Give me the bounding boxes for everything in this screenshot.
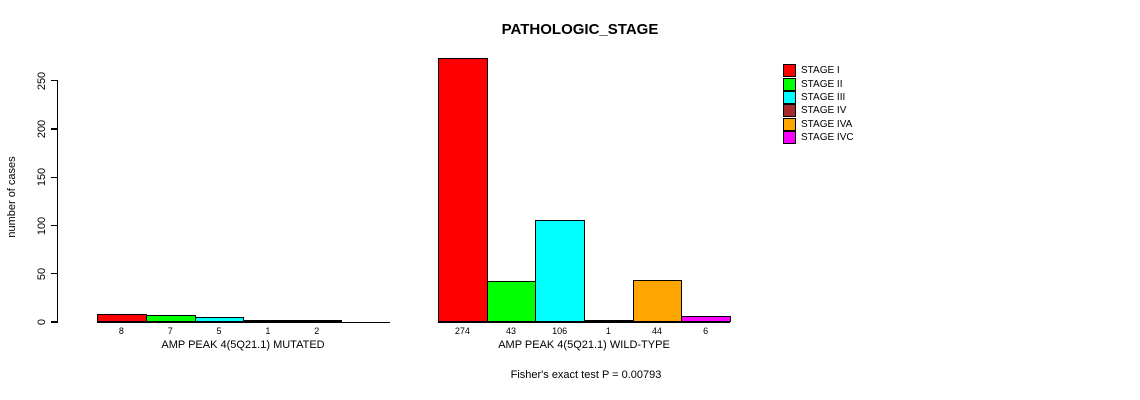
y-tick-mark <box>51 321 58 323</box>
legend-swatch <box>783 77 796 91</box>
bar-value-label: 2 <box>314 326 320 336</box>
y-tick-label: 50 <box>36 267 48 280</box>
y-tick-mark <box>51 128 58 130</box>
legend: STAGE I STAGE II STAGE III STAGE IV STAGE IV… <box>783 64 854 145</box>
legend-item: STAGE IV <box>783 104 854 118</box>
fisher-test-annotation: Fisher's exact test P = 0.00793 <box>510 369 662 381</box>
bar <box>438 57 488 322</box>
y-axis-line <box>57 80 59 323</box>
legend-swatch <box>783 131 796 145</box>
bar-value-label: 274 <box>454 326 470 336</box>
y-tick-label: 150 <box>36 168 48 187</box>
chart-title: PATHOLOGIC_STAGE <box>501 21 659 38</box>
bar <box>145 315 196 322</box>
y-tick-mark <box>51 80 58 82</box>
bar <box>632 279 683 322</box>
legend-label: STAGE III <box>801 91 846 103</box>
legend-swatch <box>783 104 796 118</box>
legend-item: STAGE IVA <box>783 117 854 131</box>
y-tick-label: 100 <box>36 216 48 235</box>
bar <box>194 317 245 322</box>
legend-label: STAGE I <box>801 65 840 77</box>
bar-value-label: 1 <box>265 326 271 336</box>
y-tick-label: 250 <box>36 71 48 90</box>
bar-value-label: 1 <box>605 326 611 336</box>
legend-label: STAGE IVC <box>801 132 854 144</box>
bar <box>486 280 537 322</box>
bar <box>292 320 343 323</box>
group-label-mutated: AMP PEAK 4(5Q21.1) MUTATED <box>161 339 325 351</box>
y-axis-label: number of cases <box>6 156 18 238</box>
bar-value-label: 5 <box>216 326 222 336</box>
bar-value-label: 8 <box>118 326 124 336</box>
bar <box>584 320 634 323</box>
legend-label: STAGE IV <box>801 105 847 117</box>
bar-value-label: 7 <box>167 326 173 336</box>
y-tick-mark <box>51 273 58 275</box>
legend-swatch <box>783 117 796 131</box>
bar-value-label: 6 <box>703 326 709 336</box>
bar <box>243 320 294 323</box>
legend-item: STAGE II <box>783 77 854 91</box>
group-label-wild-type: AMP PEAK 4(5Q21.1) WILD-TYPE <box>498 339 670 351</box>
legend-swatch <box>783 64 796 78</box>
y-tick-label: 0 <box>36 318 48 326</box>
bar-value-label: 106 <box>552 326 568 336</box>
bar <box>97 314 147 322</box>
legend-item: STAGE I <box>783 64 854 78</box>
y-tick-label: 200 <box>36 119 48 139</box>
legend-label: STAGE IVA <box>801 118 853 130</box>
y-tick-mark <box>51 224 58 227</box>
legend-item: STAGE III <box>783 90 854 104</box>
bar-value-label: 43 <box>505 326 517 336</box>
legend-item: STAGE IVC <box>783 131 854 145</box>
bar-value-label: 44 <box>651 326 663 336</box>
bar <box>681 316 731 322</box>
y-tick-mark <box>51 176 58 178</box>
legend-swatch <box>783 90 796 104</box>
bar <box>535 219 585 322</box>
legend-label: STAGE II <box>801 78 843 90</box>
